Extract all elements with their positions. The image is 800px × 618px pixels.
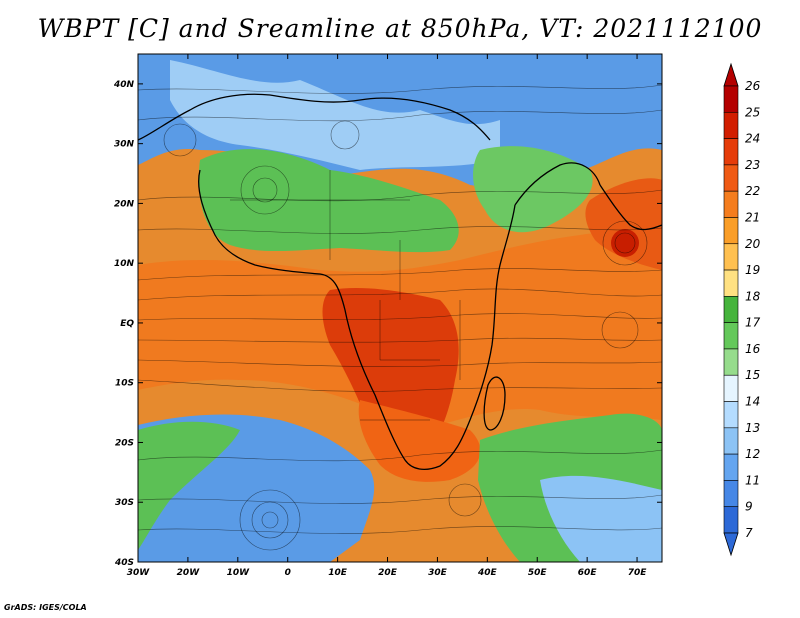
colorbar-label: 23 [745, 158, 760, 172]
arabian-sea-warm [585, 178, 662, 270]
x-tick-label: 60E [578, 568, 598, 578]
colorbar-label: 11 [745, 473, 760, 487]
north-light-blue [170, 60, 500, 170]
colorbar-label: 24 [745, 132, 760, 146]
x-tick-label: 50E [528, 568, 548, 578]
colorbar-bottom-arrow [723, 532, 739, 557]
colorbar-label: 17 [745, 316, 761, 330]
x-tick-label: 10E [328, 568, 348, 578]
chart-title: WBPT [C] and Sreamline at 850hPa, VT: 20… [37, 14, 763, 43]
y-axis: 40N 30N 20N 10N EQ 10S 20S 30S 40S [113, 80, 662, 568]
x-tick-label: 0 [285, 568, 291, 578]
colorbar-label: 26 [745, 79, 761, 93]
x-tick-label: 70E [628, 568, 648, 578]
map-plot-area [138, 54, 662, 562]
colorbar-label: 18 [745, 289, 761, 303]
colorbar-swatch [723, 453, 739, 481]
colorbar-label: 14 [745, 395, 760, 409]
x-tick-label: 40E [477, 568, 498, 578]
colorbar-label: 21 [745, 210, 760, 224]
grads-credit: GrADS: IGES/COLA [4, 603, 87, 612]
x-tick-label: 20E [378, 568, 398, 578]
colorbar-label: 13 [745, 421, 760, 435]
colorbar-swatch [723, 111, 739, 139]
colorbar-label: 12 [745, 447, 760, 461]
x-tick-label: 20W [177, 568, 201, 578]
south-atlantic-green [138, 421, 240, 550]
x-tick-label: 30W [127, 568, 151, 578]
colorbar-label: 7 [745, 526, 753, 540]
colorbar-swatch [723, 480, 739, 508]
colorbar-swatch [723, 506, 739, 534]
colorbar-label: 22 [745, 184, 760, 198]
x-tick-label: 10W [227, 568, 251, 578]
y-tick-label: 40N [113, 80, 135, 90]
colorbar-label: 20 [745, 237, 761, 251]
southern-africa-orange [358, 400, 481, 482]
colorbar-label: 15 [745, 368, 760, 382]
colorbar-label: 25 [745, 105, 760, 119]
colorbar-top-arrow [723, 62, 739, 87]
colorbar-swatch [723, 374, 739, 402]
colorbar-swatch [723, 190, 739, 218]
colorbar-swatch [723, 322, 739, 350]
colorbar-swatch [723, 427, 739, 455]
arabia-green-region [473, 146, 593, 233]
colorbar-label: 19 [745, 263, 760, 277]
borders [230, 170, 461, 421]
colorbar-swatch [723, 217, 739, 245]
y-tick-label: 10S [115, 379, 134, 389]
colorbar-label: 16 [745, 342, 761, 356]
y-tick-label: 20S [115, 438, 134, 448]
y-tick-label: 10N [114, 259, 135, 269]
colorbar-swatch [723, 296, 739, 323]
south-indian-blue [540, 475, 662, 562]
colorbar-swatch [723, 348, 739, 376]
coastlines [138, 93, 662, 471]
x-axis: 30W 20W 10W 0 10E 20E 30E 40E 50E 60E 70E [127, 54, 647, 578]
streamlines [138, 84, 662, 551]
y-tick-label: 30S [115, 498, 134, 508]
y-tick-label: 20N [114, 199, 135, 209]
y-tick-label: EQ [120, 319, 134, 329]
y-tick-label: 30N [114, 140, 135, 150]
colorbar-swatch [723, 269, 739, 297]
colorbar-label: 9 [745, 500, 753, 514]
plot-frame [137, 53, 663, 563]
colorbar-swatch [723, 401, 739, 429]
colorbar-swatch [723, 164, 739, 192]
colorbar: 26 25 24 23 22 21 20 19 18 17 16 15 14 13 12 11 9 7 [723, 62, 761, 557]
colorbar-swatch [723, 243, 739, 271]
colorbar-swatch [723, 138, 739, 166]
colorbar-swatch [723, 85, 739, 113]
x-tick-label: 30E [428, 568, 448, 578]
y-tick-label: 40S [114, 558, 134, 568]
